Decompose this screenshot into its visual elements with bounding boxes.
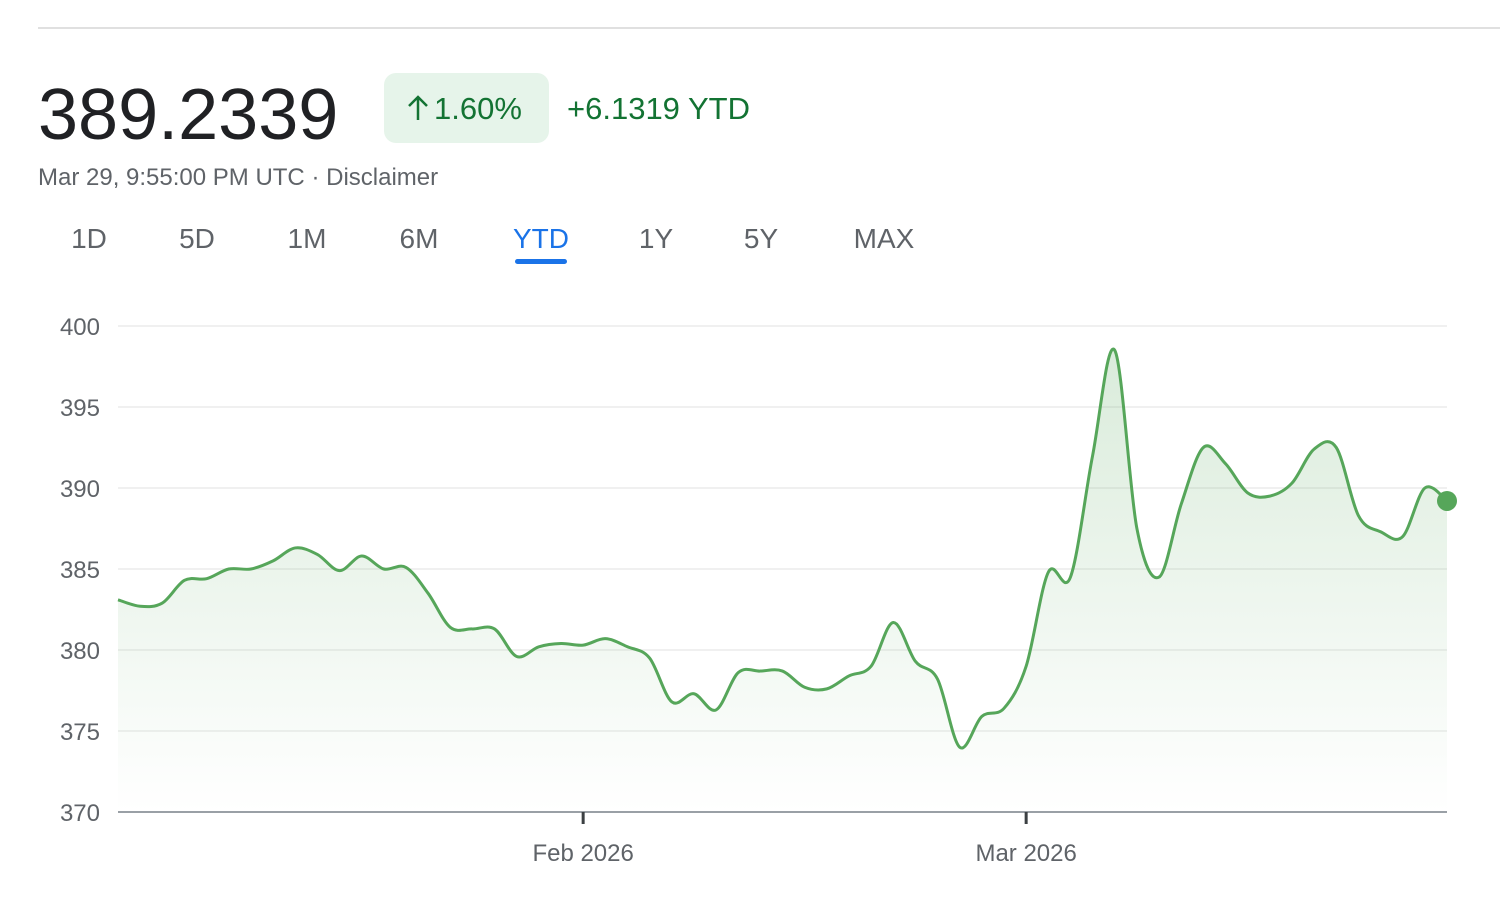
tab-underline bbox=[515, 259, 567, 264]
timestamp: Mar 29, 9:55:00 PM UTC bbox=[38, 164, 305, 191]
tab[interactable]: 1D bbox=[71, 223, 107, 254]
x-tick-label: Feb 2026 bbox=[532, 840, 633, 867]
tab[interactable]: 1Y bbox=[639, 223, 674, 254]
y-tick-label: 380 bbox=[60, 638, 100, 665]
timestamp-line: Mar 29, 9:55:00 PM UTC · Disclaimer bbox=[38, 164, 438, 191]
price-line bbox=[117, 347, 1448, 750]
disclaimer[interactable]: Disclaimer bbox=[326, 164, 438, 191]
tab[interactable]: 6M bbox=[400, 223, 439, 254]
tab[interactable]: MAX bbox=[854, 223, 915, 254]
x-tick-label: Mar 2026 bbox=[975, 840, 1076, 867]
y-tick-label: 385 bbox=[60, 557, 100, 584]
price: 389.2339 bbox=[38, 75, 338, 155]
tab[interactable]: 5Y bbox=[744, 223, 779, 254]
change-badge bbox=[384, 73, 549, 143]
y-tick-label: 400 bbox=[60, 314, 100, 341]
area-fill bbox=[118, 349, 1447, 812]
separator: · bbox=[311, 164, 319, 191]
last-point bbox=[1437, 490, 1457, 511]
up-arrow bbox=[408, 95, 428, 120]
change-percent: 1.60% bbox=[434, 91, 522, 126]
y-tick-label: 395 bbox=[60, 395, 100, 422]
y-tick-label: 370 bbox=[60, 800, 100, 827]
y-tick-label: 390 bbox=[60, 476, 100, 503]
tab[interactable]: 5D bbox=[179, 223, 215, 254]
change-ytd: +6.1319 YTD bbox=[567, 91, 750, 126]
tab[interactable]: YTD bbox=[513, 223, 569, 254]
tab[interactable]: 1M bbox=[288, 223, 327, 254]
y-tick-label: 375 bbox=[60, 719, 100, 746]
